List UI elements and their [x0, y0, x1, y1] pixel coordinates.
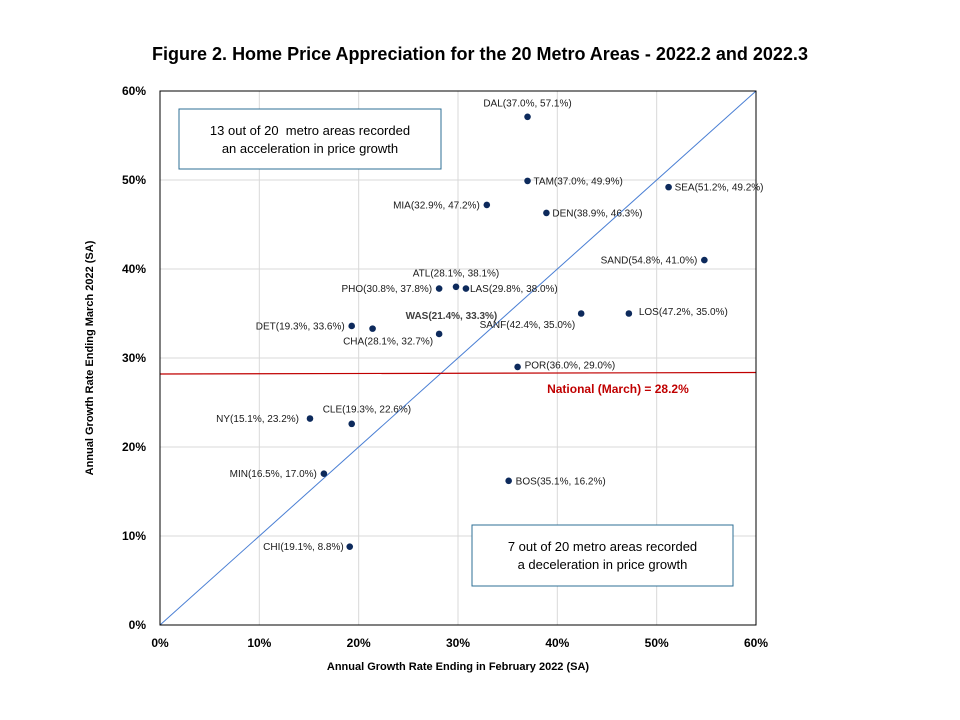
- x-tick-label: 60%: [744, 636, 768, 650]
- data-point: [505, 477, 512, 485]
- x-tick-label: 40%: [545, 636, 569, 650]
- data-point: [369, 325, 376, 332]
- x-tick-label: 30%: [446, 636, 470, 650]
- annotation-text: 7 out of 20 metro areas recorded: [508, 539, 697, 554]
- data-point: [483, 201, 491, 209]
- data-point-label: LAS(29.8%, 38.0%): [470, 284, 558, 295]
- annotation-text: a deceleration in price growth: [518, 557, 688, 572]
- y-tick-label: 50%: [122, 173, 146, 187]
- plot-border: [159, 90, 757, 626]
- data-point: [665, 183, 672, 191]
- data-point-label: ATL(28.1%, 38.1%): [413, 268, 500, 279]
- y-tick-label: 30%: [122, 351, 146, 365]
- data-point: [435, 330, 443, 338]
- x-tick-label: 20%: [347, 636, 371, 650]
- national-line-label: National (March) = 28.2%: [547, 382, 689, 396]
- data-point-label: CLE(19.3%, 22.6%): [323, 404, 411, 415]
- data-point: [524, 177, 531, 185]
- data-point-label: DET(19.3%, 33.6%): [256, 321, 345, 332]
- annotations: 13 out of 20 metro areas recorded an acce…: [178, 108, 734, 587]
- data-point: [348, 420, 356, 428]
- national-line: National (March) = 28.2%: [159, 371, 757, 396]
- data-points: DAL(37.0%, 57.1%) TAM(37.0%, 49.9%) SEA(51…: [216, 98, 763, 553]
- data-point: [462, 285, 470, 292]
- data-point-label: BOS(35.1%, 16.2%): [516, 476, 606, 487]
- x-tick-label: 10%: [247, 636, 271, 650]
- diagonal-reference-line: [159, 90, 757, 626]
- data-point: [514, 363, 521, 371]
- data-point-label: SEA(51.2%, 49.2%): [675, 183, 764, 194]
- y-tick-label: 40%: [122, 262, 146, 276]
- x-axis-title: Annual Growth Rate Ending in February 20…: [327, 661, 590, 673]
- data-point: [346, 543, 354, 550]
- diagonal-line: [159, 90, 757, 626]
- y-tick-label: 60%: [122, 84, 146, 98]
- data-point-label: CHA(28.1%, 32.7%): [343, 336, 433, 347]
- data-point-label: DEN(38.9%, 46.3%): [552, 208, 642, 219]
- data-point: [625, 310, 633, 317]
- data-point-label: SANF(42.4%, 35.0%): [480, 320, 576, 331]
- data-point-label: TAM(37.0%, 49.9%): [534, 176, 623, 187]
- y-tick-label: 0%: [129, 618, 147, 632]
- chart-title: Figure 2. Home Price Appreciation for th…: [152, 44, 808, 64]
- data-point-label: CHI(19.1%, 8.8%): [263, 542, 344, 553]
- data-point: [577, 310, 585, 317]
- annotation-frame: [178, 108, 442, 170]
- data-point-label: POR(36.0%, 29.0%): [525, 360, 616, 371]
- data-point-label: SAND(54.8%, 41.0%): [601, 256, 698, 267]
- data-point: [435, 285, 443, 292]
- data-point: [452, 283, 460, 291]
- data-point-label: MIN(16.5%, 17.0%): [230, 469, 317, 480]
- annotation-box: 13 out of 20 metro areas recorded an acce…: [178, 108, 442, 170]
- data-point: [348, 322, 356, 330]
- data-point-label: WAS(21.4%, 33.3%): [406, 311, 498, 322]
- national-line-path: [159, 371, 757, 375]
- data-point: [543, 209, 550, 217]
- y-tick-label: 20%: [122, 440, 146, 454]
- data-point-label: MIA(32.9%, 47.2%): [393, 200, 480, 211]
- data-point: [306, 415, 314, 422]
- y-tick-label: 10%: [122, 529, 146, 543]
- annotation-text: an acceleration in price growth: [222, 141, 398, 156]
- annotation-box: 7 out of 20 metro areas recorded a decele…: [471, 524, 734, 587]
- data-point-label: DAL(37.0%, 57.1%): [483, 98, 571, 109]
- data-point: [320, 470, 328, 478]
- data-point: [524, 113, 531, 121]
- data-point-label: PHO(30.8%, 37.8%): [342, 284, 433, 295]
- x-tick-label: 50%: [645, 636, 669, 650]
- annotation-frame: [471, 524, 734, 587]
- axis-ticks: 0% 10% 20% 30% 40% 50% 60% 0% 10% 20% 30% 40% 50% 60%: [122, 84, 768, 650]
- annotation-text: 13 out of 20 metro areas recorded: [210, 123, 410, 138]
- data-point-label: NY(15.1%, 23.2%): [216, 414, 299, 425]
- data-point-label: LOS(47.2%, 35.0%): [639, 307, 728, 318]
- x-tick-label: 0%: [151, 636, 169, 650]
- data-point: [701, 256, 708, 264]
- y-axis-title: Annual Growth Rate Ending March 2022 (SA…: [84, 240, 96, 475]
